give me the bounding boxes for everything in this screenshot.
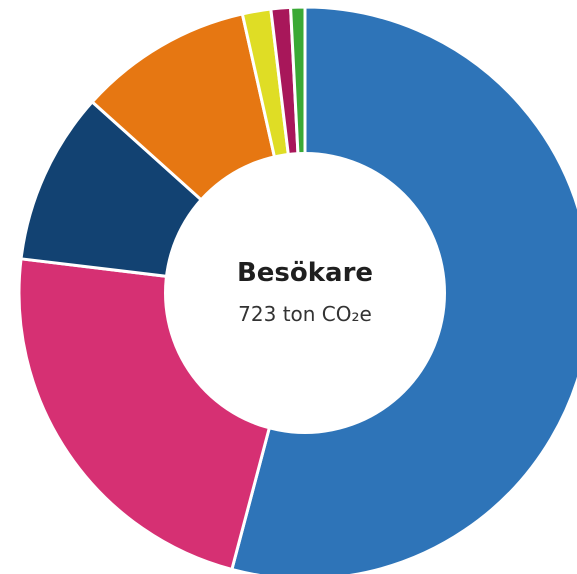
donut-hole: [164, 152, 446, 434]
chart-title: Besökare: [237, 258, 373, 288]
chart-subtitle: 723 ton CO₂e: [238, 302, 372, 326]
